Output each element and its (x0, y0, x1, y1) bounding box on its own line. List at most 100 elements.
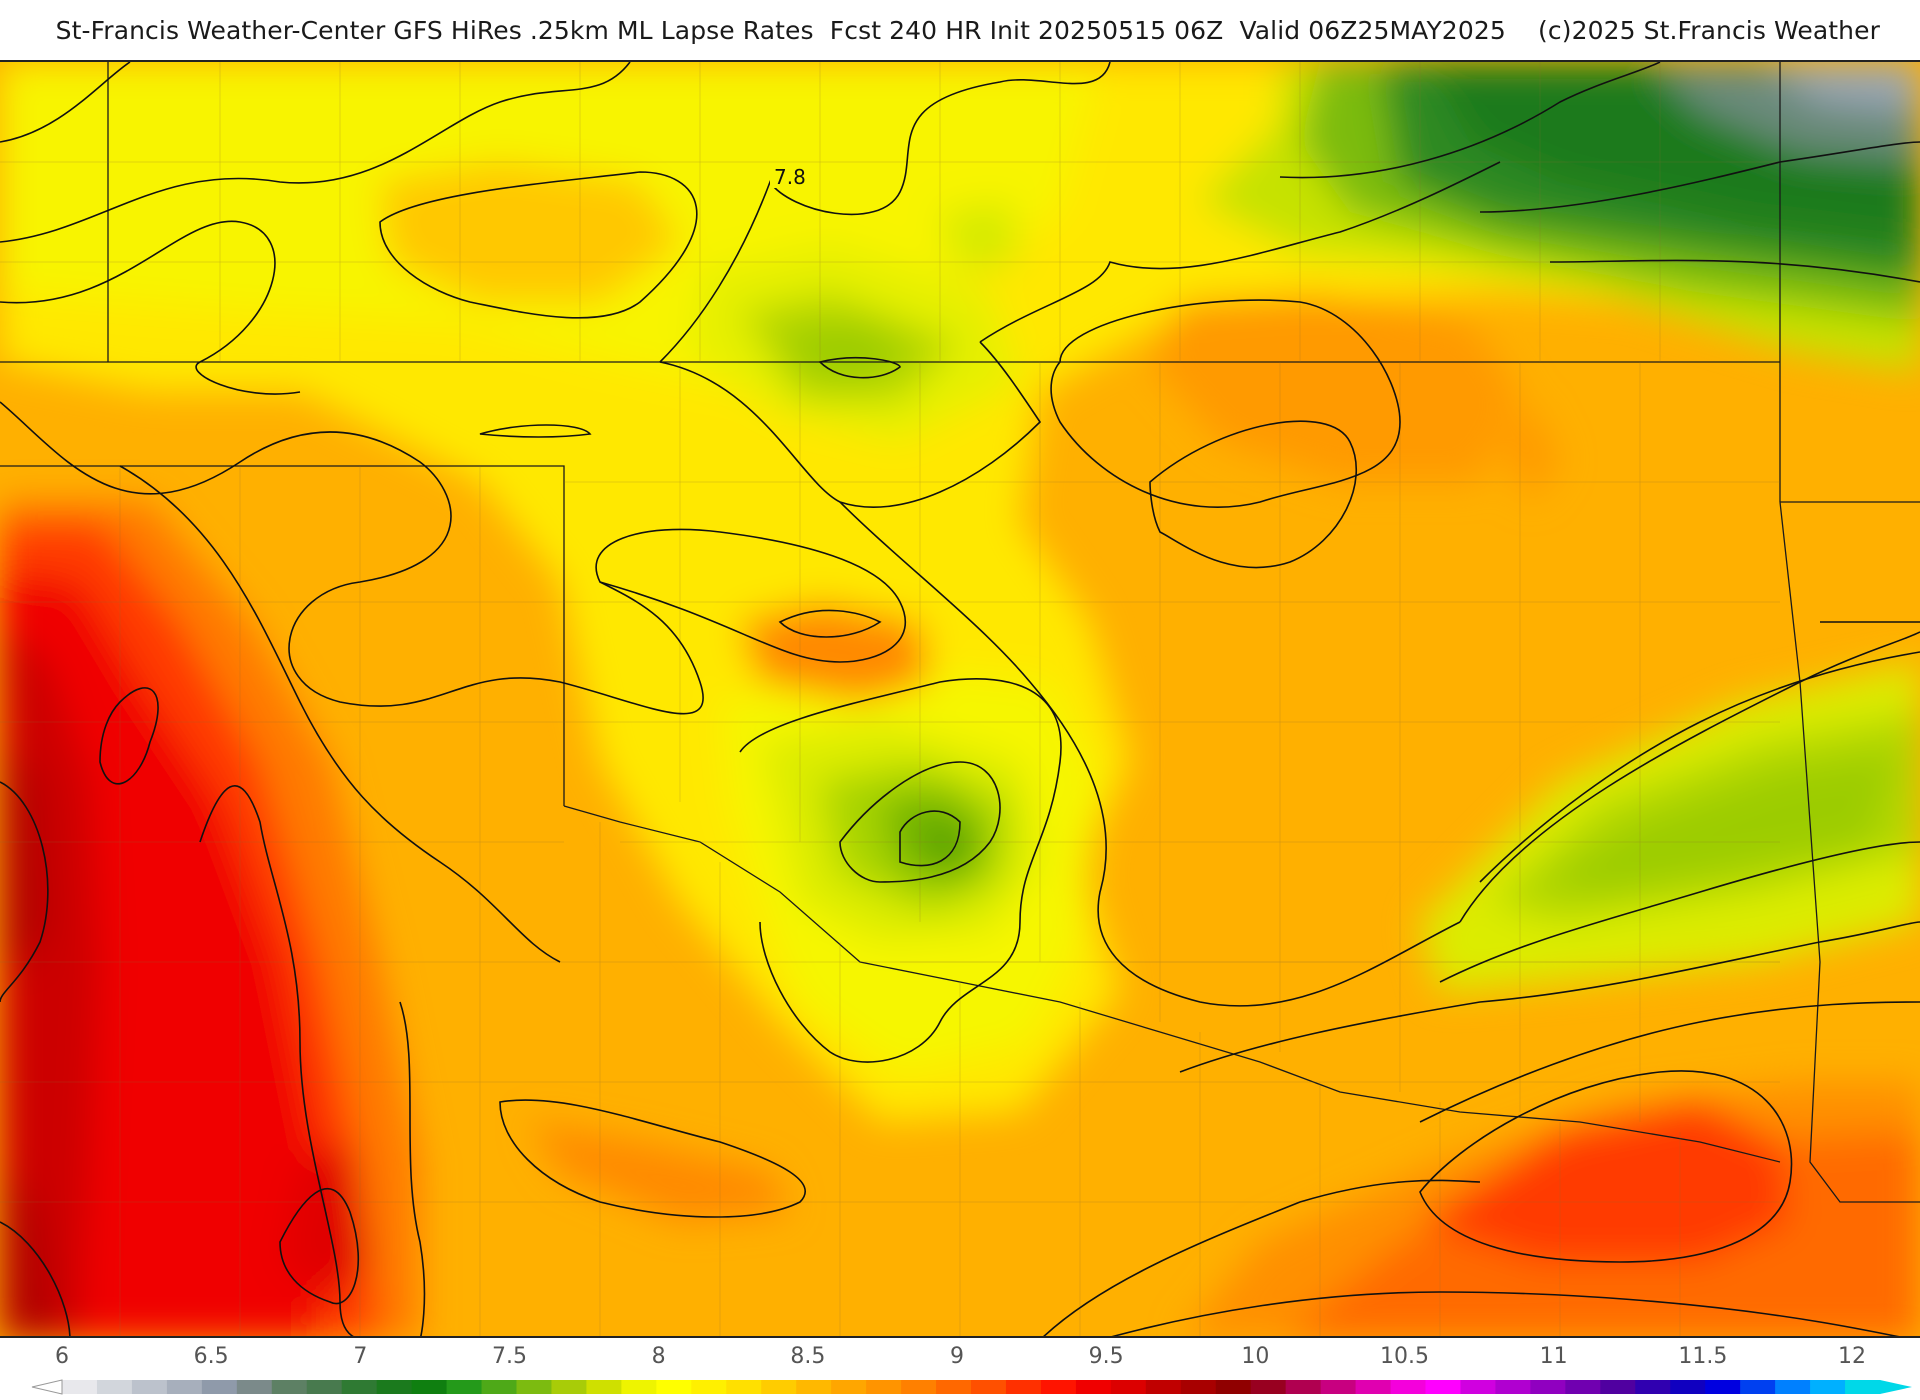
contour-line (595, 528, 907, 663)
legend-color-swatch (376, 1380, 413, 1394)
contour-line (0, 220, 301, 395)
contour-line (659, 341, 1042, 508)
legend-color-swatch (866, 1380, 902, 1394)
contour-line (1439, 841, 1920, 983)
contour-line (979, 161, 1501, 343)
contour-line (778, 609, 882, 638)
legend-color-swatch (446, 1380, 483, 1394)
contour-line (199, 785, 354, 1336)
legend-color-swatch (1075, 1380, 1112, 1394)
legend-color-swatch (236, 1380, 273, 1394)
contour-line (839, 501, 1461, 1007)
border-ar (1779, 501, 1920, 1203)
legend-color-swatch (1425, 1380, 1461, 1394)
legend-arrow-left (31, 1379, 63, 1395)
contour-line (1479, 141, 1920, 213)
contour-line (499, 1099, 806, 1218)
contour-line (119, 465, 561, 963)
legend-color-swatch (1600, 1380, 1636, 1394)
legend-color-swatch (1670, 1380, 1706, 1394)
legend-color-swatch (201, 1380, 238, 1394)
legend-color-swatch (1215, 1380, 1252, 1394)
contour-line (1549, 259, 1920, 283)
legend-color-swatch (1810, 1380, 1846, 1394)
legend-color-swatch (1740, 1380, 1776, 1394)
legend-color-swatch (306, 1380, 343, 1394)
legend-color-swatch (621, 1380, 657, 1394)
legend-color-swatch (1285, 1380, 1322, 1394)
legend-color-swatch (726, 1380, 762, 1394)
contour-line (1419, 1001, 1920, 1123)
legend-color-swatch (1145, 1380, 1182, 1394)
contour-line (1179, 921, 1920, 1073)
legend-tick-label: 6.5 (193, 1344, 229, 1369)
contour-line (279, 1187, 359, 1305)
contour-lines (0, 62, 1920, 1336)
county-lines (0, 62, 1780, 1336)
legend-color-swatch (1390, 1380, 1426, 1394)
contour-line (818, 356, 901, 379)
contour-line (0, 1221, 71, 1336)
legend-tick-label: 8.5 (790, 1344, 826, 1369)
legend-tick-label: 10 (1241, 1344, 1270, 1369)
legend-color-swatch (1005, 1380, 1042, 1394)
legend-tick-label: 7 (353, 1344, 368, 1369)
border-red-river (563, 805, 1781, 1163)
legend-color-swatch (1530, 1380, 1566, 1394)
legend-tick-label: 12 (1838, 1344, 1866, 1369)
contour-line (659, 62, 1111, 363)
legend-color-swatch (1110, 1380, 1147, 1394)
legend-color-swatch (656, 1380, 692, 1394)
legend-color-swatch (1180, 1380, 1217, 1394)
legend-color-swatch (62, 1380, 98, 1394)
legend-color-swatch (1460, 1380, 1496, 1394)
legend-color-swatch (1355, 1380, 1392, 1394)
contour-line (0, 401, 704, 715)
legend-tick-label: 6 (55, 1344, 69, 1369)
legend-color-swatch (971, 1380, 1007, 1394)
legend-tick-label: 11.5 (1678, 1344, 1728, 1369)
legend-color-bar (31, 1379, 1912, 1395)
contour-line (899, 810, 961, 867)
contour-label: 7.8 (774, 165, 806, 189)
legend-color-swatch (691, 1380, 727, 1394)
legend-tick-label: 9.5 (1088, 1344, 1124, 1369)
legend-color-swatch (796, 1380, 832, 1394)
legend-color-swatch (516, 1380, 552, 1394)
contour-line (399, 1001, 426, 1336)
contour-line (99, 687, 159, 785)
contour-line (1279, 62, 1661, 179)
contour-line (0, 62, 631, 243)
legend-tick-label: 11 (1539, 1344, 1568, 1369)
lapse-rate-map: 7.8 (0, 60, 1920, 1338)
legend-arrow-right (1880, 1380, 1912, 1394)
legend-color-swatch (1565, 1380, 1601, 1394)
contour-line (1043, 1179, 1481, 1336)
legend-color-swatch (1320, 1380, 1357, 1394)
contour-line (1111, 1291, 1900, 1336)
legend-color-swatch (341, 1380, 378, 1394)
legend-color-swatch (1845, 1380, 1881, 1394)
contour-line (839, 761, 1001, 883)
color-scale-legend: 6 6.5 7 7.5 8 8.5 9 9.5 10 10.5 11 11.5 12 (0, 1338, 1920, 1400)
legend-color-swatch (166, 1380, 203, 1394)
contour-label-bg (770, 164, 810, 188)
legend-color-swatch (936, 1380, 972, 1394)
contour-line (1050, 299, 1401, 508)
legend-color-swatch (901, 1380, 937, 1394)
title-bar: St-Francis Weather-Center GFS HiRes .25k… (0, 0, 1920, 60)
legend-color-swatch (411, 1380, 448, 1394)
legend-color-swatch (586, 1380, 622, 1394)
legend-color-swatch (1705, 1380, 1741, 1394)
legend-color-swatch (1635, 1380, 1671, 1394)
contour-line (0, 781, 49, 1003)
legend-color-swatch (551, 1380, 587, 1394)
contour-line (1459, 631, 1920, 923)
legend-tick-label: 10.5 (1380, 1344, 1429, 1369)
legend-tick-label: 7.5 (492, 1344, 527, 1369)
legend-color-swatch (1495, 1380, 1531, 1394)
contour-line (739, 678, 1062, 1063)
legend-color-swatch (761, 1380, 797, 1394)
legend-color-swatch (1040, 1380, 1077, 1394)
contour-line (379, 171, 698, 319)
